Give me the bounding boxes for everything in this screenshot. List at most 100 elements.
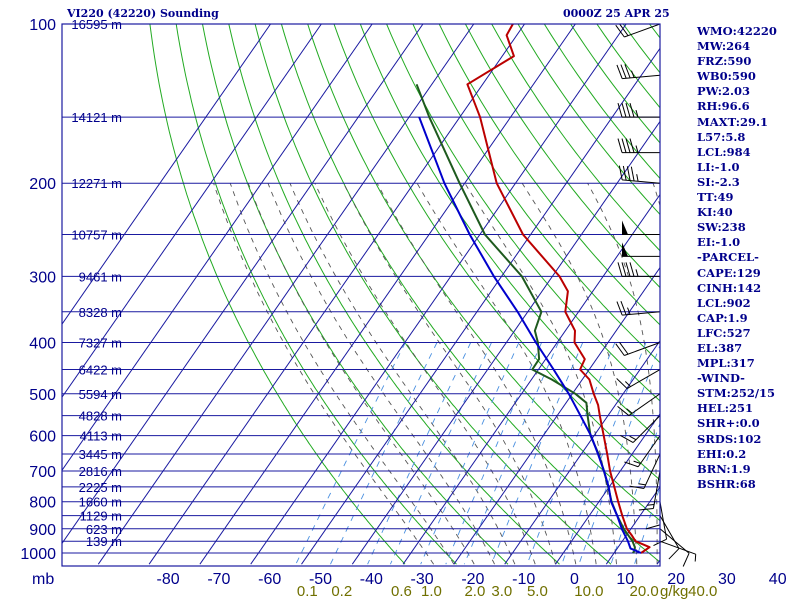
temp-tick-label: 20 [667, 571, 685, 588]
wind-barb [659, 540, 697, 562]
moist-adiabat [416, 182, 597, 565]
height-label: 1129 m [80, 509, 122, 524]
wind-barb-feather [617, 262, 623, 277]
height-label: 5594 m [79, 387, 122, 402]
moist-adiabat [314, 183, 536, 565]
index-item: CAPE:129 [697, 265, 761, 280]
dry-adiabat [307, 24, 660, 522]
mixing-ratio-line [367, 342, 472, 565]
mixing-ratio-label: 20.0 [629, 583, 658, 600]
wind-barb-feather [617, 103, 623, 118]
chart-time: 0000Z 25 APR 25 [563, 7, 670, 20]
dry-adiabat [359, 24, 660, 441]
index-item: BSHR:68 [697, 476, 756, 491]
dry-adiabat [386, 24, 660, 402]
wind-barb-half-feather [624, 381, 631, 387]
wind-barb-pennant [622, 220, 628, 235]
pressure-label: 100 [29, 17, 56, 34]
height-label: 4113 m [80, 429, 122, 444]
wind-barb-staff [622, 311, 661, 316]
wind-barb [616, 369, 661, 389]
isotherm-line [351, 120, 660, 565]
isotherm-line [301, 47, 660, 565]
height-label: 4828 m [79, 409, 122, 424]
height-label: 7327 m [79, 335, 122, 350]
wind-barb-feather [621, 103, 627, 118]
index-item: EL:387 [697, 340, 743, 355]
isotherm-line [555, 412, 660, 565]
wind-barb-staff [659, 515, 680, 549]
dry-adiabat [254, 24, 612, 565]
temp-tick-label: -50 [309, 571, 332, 588]
height-label: 10757 m [71, 228, 122, 243]
moist-adiabat [521, 182, 638, 565]
wind-barb [615, 342, 661, 356]
wind-barb-half-feather [631, 70, 635, 78]
temp-tick-label: -60 [258, 571, 281, 588]
wind-barb-feather [616, 301, 623, 316]
temperature-profile [466, 24, 651, 554]
moist-adiabat [343, 183, 556, 565]
index-item: SHR+:0.0 [697, 416, 760, 431]
plot-frame [61, 23, 661, 567]
wind-barb-feather [626, 166, 631, 181]
height-label: 139 m [86, 534, 122, 549]
wind-barb-half-feather [635, 145, 639, 153]
wind-barb-staff [652, 470, 661, 509]
height-label: 12271 m [71, 176, 122, 191]
height-label: 16595 m [71, 17, 122, 32]
dry-adiabat [175, 24, 457, 565]
index-item: LCL:902 [697, 295, 751, 310]
parcel-profile [418, 116, 642, 554]
height-label: 6422 m [79, 363, 122, 378]
index-item: WMO:42220 [697, 24, 777, 38]
wind-barb [617, 393, 661, 416]
wind-barb-staff [626, 369, 661, 389]
wind-barb-feather [622, 165, 627, 181]
mixing-ratio-label: 0.2 [331, 583, 352, 600]
wind-barb-feather [617, 138, 623, 153]
mixing-ratio-label: 2.0 [464, 583, 485, 600]
chart-title: VI220 (42220) Sounding [67, 7, 219, 20]
isotherm-line [62, 24, 373, 472]
index-item: CAP:1.9 [697, 310, 748, 325]
index-item: PW:2.03 [697, 84, 751, 99]
pressure-label: 400 [29, 335, 56, 352]
wind-barb-feather [621, 138, 627, 153]
pressure-label: 600 [29, 429, 56, 446]
wind-barb-staff [659, 540, 696, 555]
wind-barb-half-feather [627, 307, 631, 315]
wind-barb [629, 453, 661, 489]
height-label: 8328 m [79, 305, 122, 320]
mixing-ratio-line [389, 342, 492, 565]
wind-barb-feather [625, 262, 631, 277]
index-item: STM:252/15 [697, 386, 776, 401]
dry-adiabat [149, 24, 406, 565]
wind-barb-half-feather [635, 269, 639, 277]
wind-barb-feather [617, 405, 630, 416]
wind-barb-feather [629, 138, 635, 153]
dry-adiabat [438, 24, 660, 326]
index-item: L57:5.8 [697, 129, 746, 144]
temp-tick-label: 30 [718, 571, 736, 588]
isotherm-line [62, 24, 424, 545]
wind-barb-feather [630, 166, 635, 182]
wind-barb-feather [624, 64, 631, 79]
pressure-label: 200 [29, 176, 56, 193]
dry-adiabat [781, 24, 800, 564]
index-item: FRZ:590 [697, 54, 752, 69]
isotherm-line [504, 339, 660, 565]
wind-barb-half-feather [635, 110, 639, 118]
moist-adiabat [464, 182, 617, 565]
temp-tick-label: -80 [157, 571, 180, 588]
wind-barb-half-feather [694, 554, 697, 562]
pressure-label: 700 [29, 464, 56, 481]
moist-adiabat [267, 183, 495, 565]
mixing-ratio-line [295, 342, 406, 565]
wind-barb-staff [643, 453, 661, 489]
isotherm-line [250, 24, 627, 565]
wind-barb-staff [622, 179, 661, 184]
wind-barb [615, 23, 661, 38]
temp-tick-label: -30 [411, 571, 434, 588]
index-item: LFC:527 [697, 325, 751, 340]
